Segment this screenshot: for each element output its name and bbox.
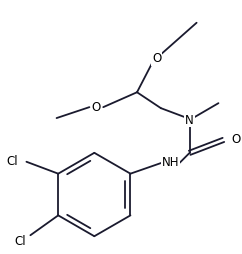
Text: O: O [92,101,101,114]
Text: N: N [185,114,194,126]
Text: O: O [231,133,241,146]
Text: Cl: Cl [7,155,18,168]
Text: O: O [152,52,161,65]
Text: NH: NH [162,156,180,169]
Text: Cl: Cl [15,235,26,248]
